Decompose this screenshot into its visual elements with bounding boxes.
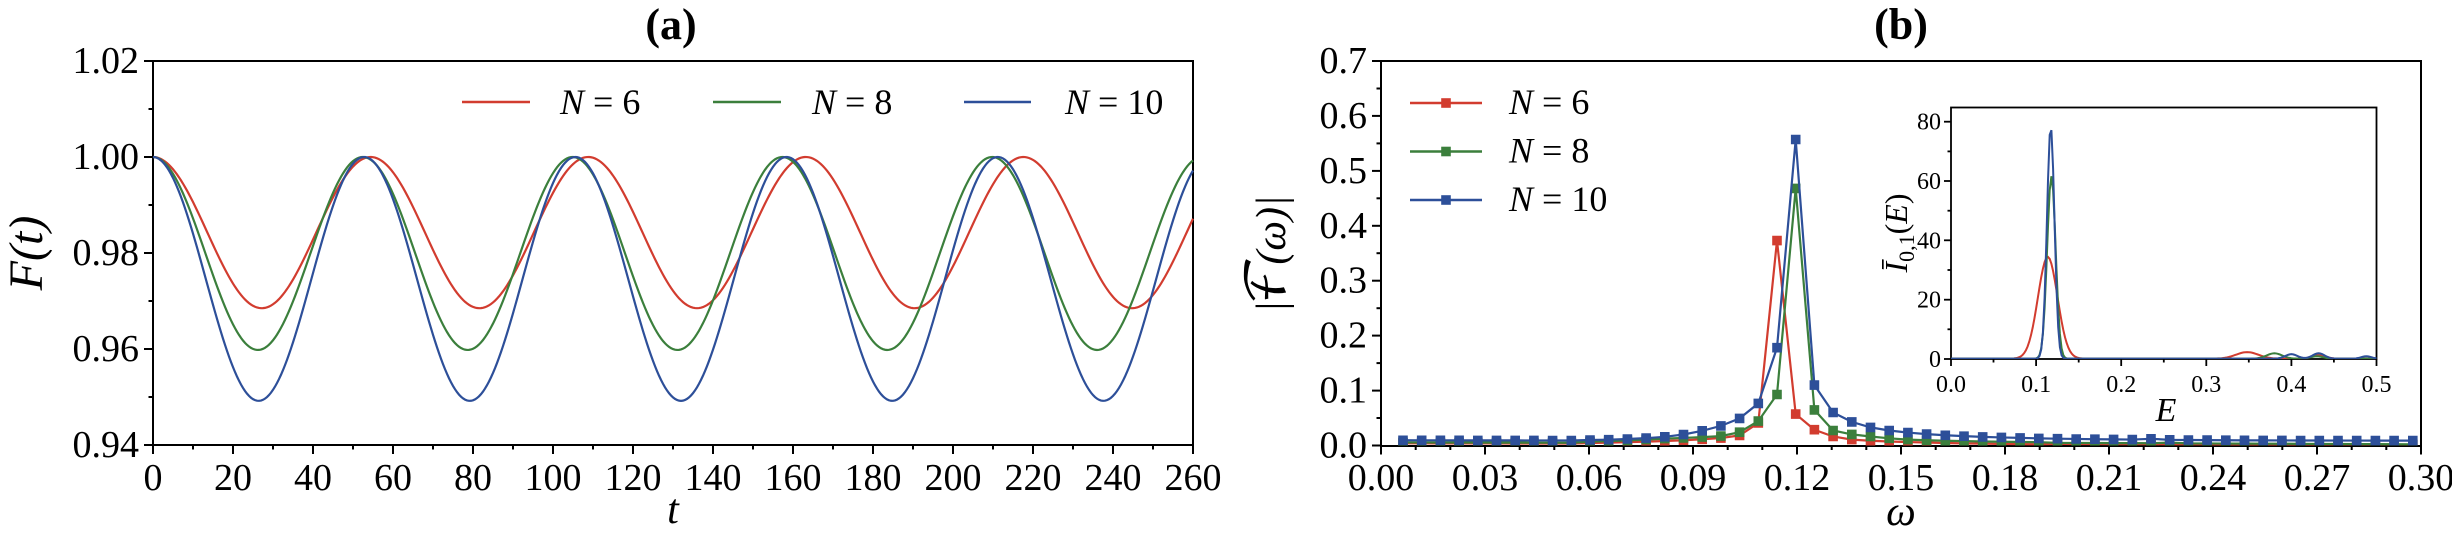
svg-text:(b): (b): [1874, 0, 1928, 49]
svg-text:0.0: 0.0: [1320, 425, 1368, 467]
svg-text:0.7: 0.7: [1320, 40, 1368, 82]
svg-text:t: t: [667, 487, 680, 533]
svg-text:20: 20: [1917, 288, 1941, 314]
svg-text:0.30: 0.30: [2388, 457, 2452, 499]
svg-text:0.24: 0.24: [2180, 457, 2247, 499]
svg-text:0.18: 0.18: [1972, 457, 2039, 499]
svg-text:Ī0,1(E): Ī0,1(E): [1878, 193, 1919, 273]
svg-text:0.96: 0.96: [73, 328, 140, 370]
svg-text:260: 260: [1165, 457, 1222, 499]
svg-text:0.06: 0.06: [1556, 457, 1623, 499]
svg-text:0.3: 0.3: [1320, 260, 1368, 302]
svg-text:0.21: 0.21: [2076, 457, 2143, 499]
svg-text:N = 6: N = 6: [559, 82, 640, 122]
svg-text:0.27: 0.27: [2284, 457, 2351, 499]
svg-text:0.4: 0.4: [2276, 372, 2306, 398]
svg-text:40: 40: [1917, 228, 1941, 254]
svg-text:0.03: 0.03: [1452, 457, 1519, 499]
svg-text:120: 120: [605, 457, 662, 499]
svg-text:220: 220: [1005, 457, 1062, 499]
svg-text:ω: ω: [1886, 489, 1916, 535]
svg-text:0.0: 0.0: [1936, 372, 1966, 398]
svg-text:(a): (a): [645, 0, 696, 49]
svg-text:200: 200: [925, 457, 982, 499]
svg-text:F(t): F(t): [0, 216, 53, 292]
svg-text:0.5: 0.5: [2362, 372, 2392, 398]
svg-text:80: 80: [454, 457, 492, 499]
svg-text:(ω)|: (ω)|: [1249, 195, 1295, 264]
svg-text:|: |: [1249, 302, 1295, 310]
svg-text:140: 140: [685, 457, 742, 499]
svg-text:0.5: 0.5: [1320, 150, 1368, 192]
svg-text:N = 8: N = 8: [811, 82, 892, 122]
svg-text:0: 0: [1929, 347, 1941, 373]
svg-text:N = 10: N = 10: [1508, 179, 1607, 219]
svg-text:0.1: 0.1: [1320, 370, 1368, 412]
svg-text:1.02: 1.02: [73, 40, 140, 82]
svg-text:0.94: 0.94: [73, 424, 140, 466]
svg-text:60: 60: [1917, 169, 1941, 195]
svg-text:0.2: 0.2: [2106, 372, 2136, 398]
svg-text:0: 0: [144, 457, 163, 499]
svg-text:1.00: 1.00: [73, 136, 140, 178]
svg-text:160: 160: [765, 457, 822, 499]
svg-text:40: 40: [294, 457, 332, 499]
svg-text:0.6: 0.6: [1320, 95, 1368, 137]
svg-text:0.98: 0.98: [73, 232, 140, 274]
svg-text:0.15: 0.15: [1868, 457, 1935, 499]
svg-text:0.09: 0.09: [1660, 457, 1727, 499]
svg-text:20: 20: [214, 457, 252, 499]
svg-text:80: 80: [1917, 110, 1941, 136]
svg-text:0.4: 0.4: [1320, 205, 1368, 247]
svg-text:N = 6: N = 6: [1508, 82, 1589, 122]
svg-text:N = 8: N = 8: [1508, 131, 1589, 171]
svg-text:0.00: 0.00: [1348, 457, 1415, 499]
svg-text:N = 10: N = 10: [1064, 82, 1163, 122]
svg-text:0.1: 0.1: [2021, 372, 2051, 398]
svg-text:E: E: [2155, 392, 2177, 429]
svg-text:240: 240: [1085, 457, 1142, 499]
svg-text:0.3: 0.3: [2191, 372, 2221, 398]
svg-text:0.2: 0.2: [1320, 315, 1368, 357]
svg-text:100: 100: [525, 457, 582, 499]
svg-text:0.12: 0.12: [1764, 457, 1831, 499]
svg-text:180: 180: [845, 457, 902, 499]
svg-text:60: 60: [374, 457, 412, 499]
